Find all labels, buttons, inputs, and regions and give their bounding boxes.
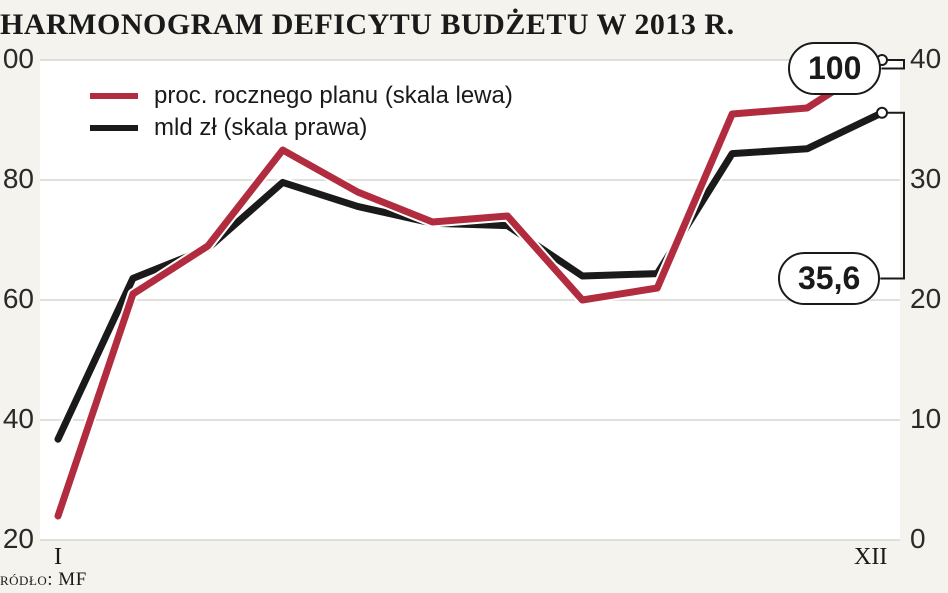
legend-swatch: [90, 125, 138, 131]
legend-label: mld zł (skala prawa): [154, 114, 367, 142]
y-left-tick: 00: [0, 43, 34, 75]
y-right-tick: 40: [910, 43, 941, 75]
y-left-tick: 60: [0, 283, 34, 315]
chart-title: Harmonogram deficytu budżetu w 2013 r.: [0, 8, 735, 42]
y-right-tick: 0: [910, 523, 926, 555]
legend-item-plan_pct: proc. rocznego planu (skala lewa): [90, 82, 513, 110]
legend: proc. rocznego planu (skala lewa) mld zł …: [90, 82, 513, 146]
x-tick: XII: [854, 544, 887, 571]
source-label: ródło: MF: [0, 569, 87, 591]
y-right-tick: 30: [910, 163, 941, 195]
y-right-tick: 20: [910, 283, 941, 315]
legend-label: proc. rocznego planu (skala lewa): [154, 82, 513, 110]
legend-swatch: [90, 93, 138, 99]
y-left-tick: 40: [0, 403, 34, 435]
y-left-tick: 80: [0, 163, 34, 195]
y-left-tick: 20: [0, 523, 34, 555]
callout-c100: 100: [788, 42, 881, 95]
y-right-tick: 10: [910, 403, 941, 435]
legend-item-mld_zl: mld zł (skala prawa): [90, 114, 513, 142]
callout-c356: 35,6: [778, 252, 880, 305]
x-tick: I: [54, 544, 62, 571]
